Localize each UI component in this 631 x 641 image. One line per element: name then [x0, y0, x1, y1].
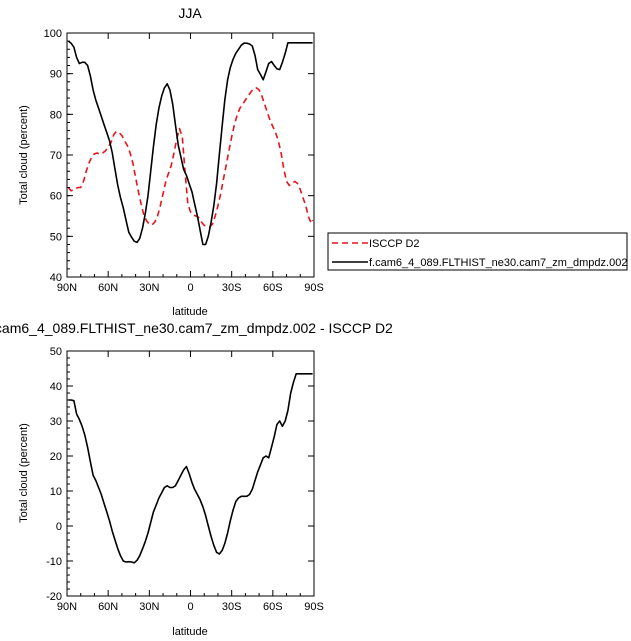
bottom-y-tick-label: 30 [50, 416, 62, 428]
bottom-x-tick-label: 30S [222, 601, 242, 613]
bottom-x-tick-label: 60S [263, 601, 283, 613]
top-x-tick-label: 90N [57, 282, 77, 294]
top-y-tick-label: 90 [50, 69, 62, 81]
top-series-group [67, 40, 314, 246]
legend-label-isccp: ISCCP D2 [369, 238, 420, 250]
bottom-y-tick-label: -10 [46, 556, 62, 568]
bottom-x-axis-label: latitude [172, 626, 207, 638]
bottom-x-tick-label: 30N [139, 601, 159, 613]
bottom-x-tick-label: 90S [304, 601, 324, 613]
top-x-tick-label: 60S [263, 282, 283, 294]
top-y-tick-label: 60 [50, 191, 62, 203]
bottom-chart-title: f.cam6_4_089.FLTHIST_ne30.cam7_zm_dmpdz.… [0, 320, 393, 336]
top-y-tick-label: 100 [44, 28, 62, 40]
bottom-y-tick-label: -20 [46, 591, 62, 603]
top-series-line-1 [67, 40, 313, 246]
top-x-tick-label: 30N [139, 282, 159, 294]
bottom-x-tick-label: 90N [57, 601, 77, 613]
bottom-y-tick-label: 50 [50, 346, 62, 358]
top-x-tick-label: 30S [222, 282, 242, 294]
top-x-tick-label: 90S [304, 282, 324, 294]
top-y-tick-label: 40 [50, 272, 62, 284]
bottom-panel: f.cam6_4_089.FLTHIST_ne30.cam7_zm_dmpdz.… [0, 320, 393, 638]
top-y-tick-label: 50 [50, 231, 62, 243]
legend-label-model: f.cam6_4_089.FLTHIST_ne30.cam7_zm_dmpdz.… [369, 257, 627, 269]
bottom-x-tick-label: 0 [187, 601, 193, 613]
bottom-series-group [68, 372, 313, 564]
bottom-y-tick-label: 0 [56, 521, 62, 533]
top-chart-title: JJA [178, 5, 202, 21]
top-axis-ticks: 90N 60N 30N 0 30S 60S 90S 40 50 60 70 80 90 100 [44, 28, 324, 294]
top-x-axis-label: latitude [172, 306, 207, 318]
top-panel: JJA 90N 60N 30N 0 30S 60S 90S 40 50 60 70 80 90 100 l… [18, 5, 628, 318]
bottom-y-axis-label: Total cloud (percent) [18, 423, 30, 523]
top-series-line-0 [67, 87, 314, 228]
bottom-y-tick-label: 20 [50, 451, 62, 463]
legend-box [327, 232, 628, 271]
bottom-axis-ticks: 90N 60N 30N 0 30S 60S 90S -20 -10 0 10 20 30 40 50 [46, 346, 324, 613]
bottom-x-tick-label: 60N [98, 601, 118, 613]
bottom-y-tick-label: 10 [50, 486, 62, 498]
bottom-plot-frame [66, 350, 315, 597]
top-y-tick-label: 70 [50, 150, 62, 162]
legend: ISCCP D2 f.cam6_4_089.FLTHIST_ne30.cam7_… [327, 232, 628, 271]
top-y-axis-label: Total cloud (percent) [18, 105, 30, 205]
top-x-tick-label: 0 [187, 282, 193, 294]
top-y-tick-label: 80 [50, 109, 62, 121]
bottom-series-line-0 [68, 372, 313, 564]
top-x-tick-label: 60N [98, 282, 118, 294]
bottom-y-tick-label: 40 [50, 381, 62, 393]
